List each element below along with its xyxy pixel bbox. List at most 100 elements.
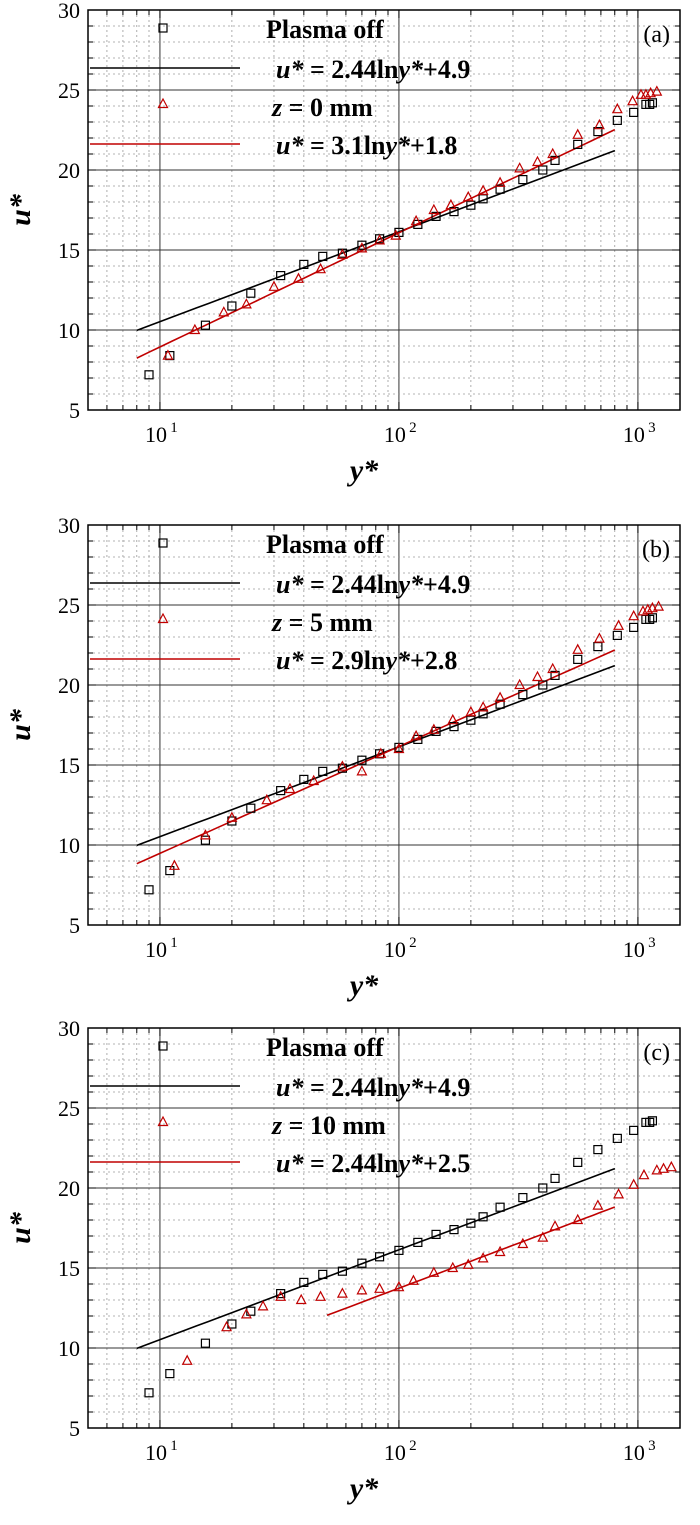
data-point-triangle <box>393 1280 405 1292</box>
data-point-square <box>357 755 367 765</box>
data-point-triangle <box>547 662 559 674</box>
legend-label-plasma-on: z = 10 mm <box>271 1111 386 1140</box>
data-point-triangle <box>653 600 665 611</box>
data-point-triangle <box>189 323 201 335</box>
y-tick-label: 15 <box>58 1256 80 1281</box>
data-point-triangle <box>447 713 459 725</box>
legend-marker-square <box>158 23 168 33</box>
data-point-square <box>431 726 441 737</box>
x-tick-label: 10 <box>384 937 406 962</box>
data-point-triangle <box>572 643 584 654</box>
legend-marker-triangle <box>157 1115 169 1127</box>
data-point-triangle <box>638 1168 650 1180</box>
y-tick-label: 5 <box>69 913 80 938</box>
data-point-triangle <box>572 1213 584 1225</box>
data-point-triangle <box>356 1284 368 1295</box>
data-point-square <box>165 865 175 876</box>
legend-marker-square <box>158 538 168 548</box>
data-point-square <box>357 240 367 250</box>
legend-marker-triangle <box>157 97 169 109</box>
data-point-triangle <box>374 234 386 245</box>
y-tick-label: 5 <box>69 398 80 423</box>
data-point-triangle <box>611 102 623 114</box>
data-point-square <box>647 1116 658 1126</box>
plot-frame <box>87 1027 681 1429</box>
data-point-triangle <box>393 742 405 754</box>
data-point-triangle <box>462 190 474 202</box>
data-point-triangle <box>613 1188 625 1199</box>
data-point-square <box>299 774 309 785</box>
y-tick-label: 25 <box>58 593 80 618</box>
panel-label: (c) <box>643 1040 670 1066</box>
data-point-triangle <box>293 272 304 283</box>
data-point-square <box>573 139 583 149</box>
data-point-triangle <box>477 701 489 712</box>
data-point-triangle <box>336 1287 348 1298</box>
data-point-triangle <box>651 85 663 96</box>
y-tick-label: 10 <box>58 318 80 343</box>
data-point-square <box>612 630 622 641</box>
data-point-square <box>318 1269 328 1280</box>
data-point-triangle <box>428 203 440 215</box>
data-point-triangle <box>168 859 180 870</box>
y-tick-label: 20 <box>58 158 80 183</box>
legend-label-fit-plasma-off: u* = 2.44lny*+4.9 <box>276 1073 470 1102</box>
data-point-triangle <box>531 670 543 682</box>
x-tick-label: 10 <box>623 422 645 447</box>
legend: Plasma off u* = 2.44lny*+4.9 z = 10 mm u* =… <box>90 1033 470 1178</box>
data-point-square <box>394 1245 404 1256</box>
y-axis-label: u* <box>4 193 37 226</box>
data-point-square <box>276 1288 286 1299</box>
data-point-square <box>431 211 441 221</box>
data-point-triangle <box>181 1354 193 1365</box>
plot-frame <box>87 9 681 411</box>
data-point-triangle <box>658 1162 670 1173</box>
data-point-triangle <box>315 1290 327 1301</box>
data-point-square <box>276 785 286 796</box>
y-tick-label: 30 <box>58 513 80 538</box>
data-point-square <box>299 259 309 269</box>
data-point-square <box>629 107 639 118</box>
data-point-triangle <box>226 811 238 822</box>
data-point-triangle <box>199 829 211 840</box>
data-point-square <box>573 1157 583 1168</box>
data-point-square <box>144 1388 154 1398</box>
data-point-square <box>357 1258 367 1268</box>
data-point-square <box>478 709 488 719</box>
data-point-square <box>629 1125 639 1136</box>
y-axis-label: u* <box>4 708 37 741</box>
data-point-square <box>647 98 658 108</box>
data-point-triangle <box>375 747 387 758</box>
data-point-triangle <box>410 214 422 226</box>
y-tick-label: 10 <box>58 833 80 858</box>
data-point-square <box>550 155 560 165</box>
data-point-triangle <box>477 1252 489 1263</box>
data-point-square <box>144 370 154 380</box>
x-tick-exponent: 1 <box>170 420 178 436</box>
data-point-triangle <box>549 1220 561 1231</box>
data-point-triangle <box>410 729 422 741</box>
data-point-triangle <box>261 793 273 805</box>
data-point-triangle <box>268 280 280 291</box>
data-point-triangle <box>642 603 654 614</box>
legend-marker-triangle <box>157 612 169 624</box>
data-point-triangle <box>628 1178 640 1189</box>
data-point-triangle <box>665 1160 677 1172</box>
data-point-square <box>200 320 211 330</box>
data-point-triangle <box>514 162 526 173</box>
legend-label-plasma-on: z = 5 mm <box>271 608 373 637</box>
data-point-triangle <box>336 760 348 771</box>
data-point-triangle <box>465 705 477 717</box>
x-tick-exponent: 2 <box>409 420 417 436</box>
y-tick-label: 25 <box>58 78 80 103</box>
y-tick-label: 10 <box>58 1336 80 1361</box>
x-tick-exponent: 3 <box>648 420 656 436</box>
data-point-square <box>518 175 528 185</box>
data-point-square <box>318 251 328 261</box>
data-point-triangle <box>593 118 605 130</box>
x-tick-label: 10 <box>384 1440 406 1465</box>
y-tick-label: 25 <box>58 1096 80 1121</box>
legend-label-fit-plasma-off: u* = 2.44lny*+4.9 <box>276 55 470 84</box>
